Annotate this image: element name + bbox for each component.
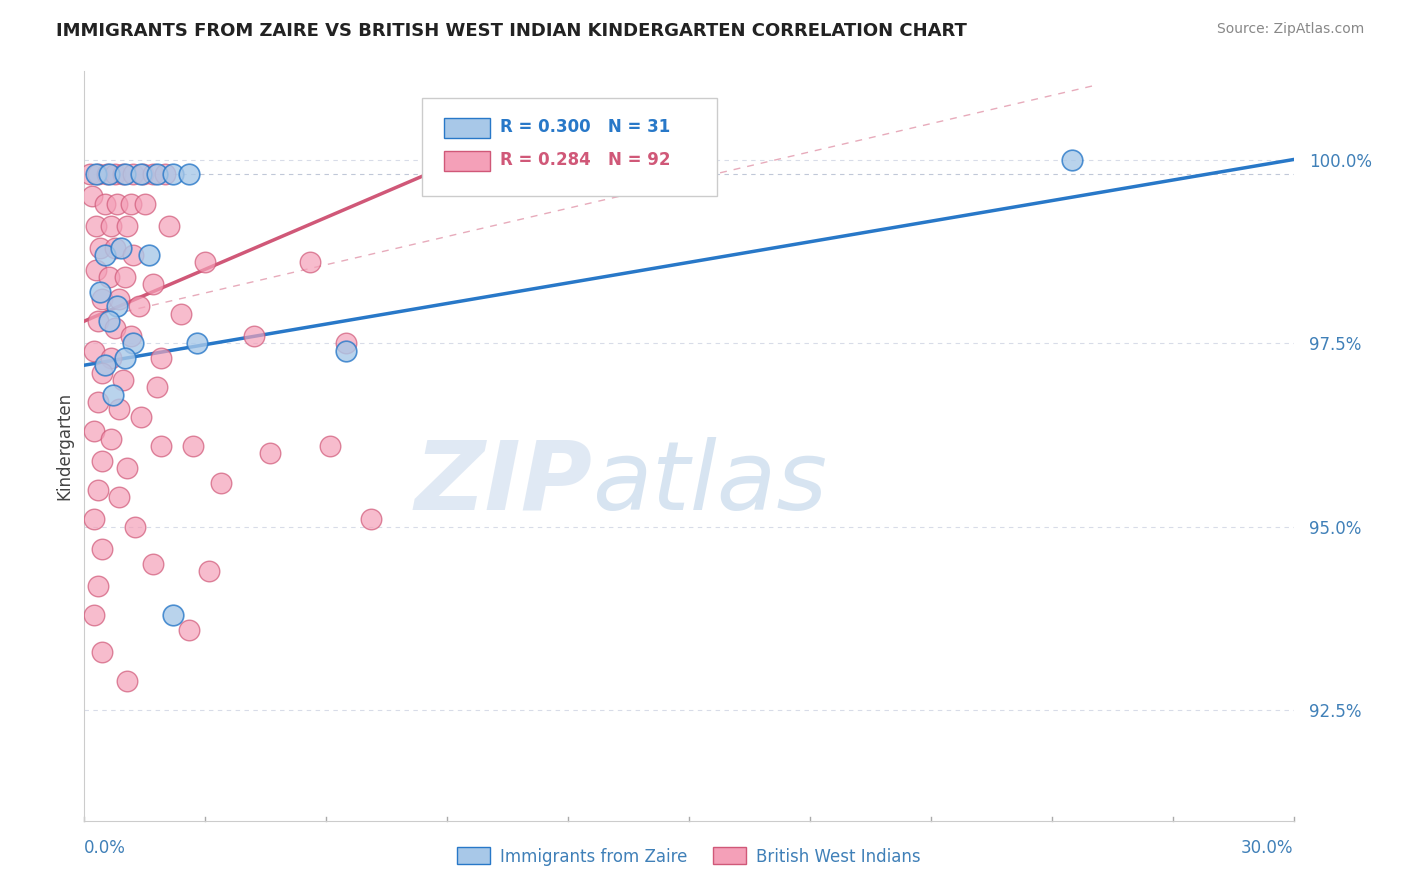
Point bbox=[209, 475, 232, 490]
Point bbox=[120, 196, 142, 211]
Point bbox=[86, 219, 108, 233]
Point bbox=[128, 300, 150, 314]
Point bbox=[107, 292, 129, 306]
Point bbox=[91, 292, 114, 306]
Text: R = 0.300   N = 31: R = 0.300 N = 31 bbox=[501, 118, 671, 136]
Point bbox=[335, 343, 357, 358]
Point bbox=[93, 248, 115, 262]
Point bbox=[129, 409, 152, 424]
Point bbox=[198, 564, 221, 578]
Point bbox=[157, 219, 180, 233]
Point bbox=[93, 358, 115, 372]
Point bbox=[259, 446, 281, 460]
Point bbox=[149, 439, 172, 453]
Y-axis label: Kindergarten: Kindergarten bbox=[55, 392, 73, 500]
Text: ZIP: ZIP bbox=[415, 437, 592, 530]
Point bbox=[107, 491, 129, 505]
Point bbox=[91, 541, 114, 556]
Point bbox=[104, 321, 127, 335]
Point bbox=[121, 167, 143, 181]
Point bbox=[115, 674, 138, 689]
Point bbox=[142, 277, 165, 292]
Point bbox=[179, 623, 201, 637]
Text: R = 0.284   N = 92: R = 0.284 N = 92 bbox=[501, 151, 671, 169]
Point bbox=[181, 439, 204, 453]
Point bbox=[162, 607, 184, 622]
Point bbox=[242, 328, 264, 343]
Point bbox=[124, 520, 146, 534]
Point bbox=[114, 270, 136, 285]
Point bbox=[138, 248, 160, 262]
Point bbox=[1060, 153, 1083, 167]
Text: Source: ZipAtlas.com: Source: ZipAtlas.com bbox=[1216, 22, 1364, 37]
Point bbox=[186, 336, 208, 351]
Point bbox=[104, 167, 127, 181]
Point bbox=[132, 167, 155, 181]
Point bbox=[100, 351, 122, 365]
Text: atlas: atlas bbox=[592, 437, 827, 530]
Point bbox=[105, 196, 128, 211]
Point bbox=[114, 351, 136, 365]
Point bbox=[111, 167, 134, 181]
Point bbox=[79, 167, 101, 181]
Point bbox=[142, 557, 165, 571]
Text: 0.0%: 0.0% bbox=[84, 839, 127, 857]
Text: IMMIGRANTS FROM ZAIRE VS BRITISH WEST INDIAN KINDERGARTEN CORRELATION CHART: IMMIGRANTS FROM ZAIRE VS BRITISH WEST IN… bbox=[56, 22, 967, 40]
Point bbox=[114, 167, 136, 181]
Point bbox=[179, 167, 201, 181]
Point bbox=[335, 336, 357, 351]
Point bbox=[93, 196, 115, 211]
Point bbox=[100, 432, 122, 446]
Point bbox=[89, 285, 111, 299]
Point bbox=[129, 167, 152, 181]
Point bbox=[91, 366, 114, 380]
Point bbox=[91, 645, 114, 659]
Point bbox=[83, 512, 105, 526]
Point bbox=[120, 328, 142, 343]
Point bbox=[87, 483, 110, 497]
Point bbox=[194, 255, 217, 269]
Legend: Immigrants from Zaire, British West Indians: Immigrants from Zaire, British West Indi… bbox=[450, 841, 928, 872]
Point bbox=[149, 351, 172, 365]
Point bbox=[83, 425, 105, 439]
Point bbox=[146, 167, 169, 181]
Point bbox=[89, 241, 111, 255]
Point bbox=[87, 167, 110, 181]
Point bbox=[91, 453, 114, 467]
Point bbox=[299, 255, 322, 269]
Point bbox=[101, 387, 124, 401]
Point bbox=[153, 167, 176, 181]
Point bbox=[142, 167, 165, 181]
Point bbox=[110, 241, 132, 255]
Point bbox=[97, 314, 120, 328]
Point bbox=[97, 270, 120, 285]
Point bbox=[319, 439, 342, 453]
Point bbox=[146, 380, 169, 394]
Point bbox=[105, 300, 128, 314]
Point bbox=[87, 314, 110, 328]
Point bbox=[86, 262, 108, 277]
Point bbox=[82, 189, 104, 203]
Point bbox=[115, 461, 138, 475]
Point bbox=[96, 167, 118, 181]
Point bbox=[87, 578, 110, 592]
Point bbox=[121, 248, 143, 262]
Point bbox=[121, 336, 143, 351]
Point bbox=[162, 167, 184, 181]
Point bbox=[100, 219, 122, 233]
Point bbox=[111, 373, 134, 387]
Point bbox=[107, 402, 129, 417]
Point bbox=[83, 343, 105, 358]
Text: 30.0%: 30.0% bbox=[1241, 839, 1294, 857]
Point bbox=[115, 219, 138, 233]
Point bbox=[104, 241, 127, 255]
Point bbox=[87, 395, 110, 409]
Point bbox=[83, 607, 105, 622]
Point bbox=[97, 167, 120, 181]
Point bbox=[86, 167, 108, 181]
Point bbox=[360, 512, 382, 526]
Point bbox=[134, 196, 156, 211]
Point bbox=[170, 307, 193, 321]
